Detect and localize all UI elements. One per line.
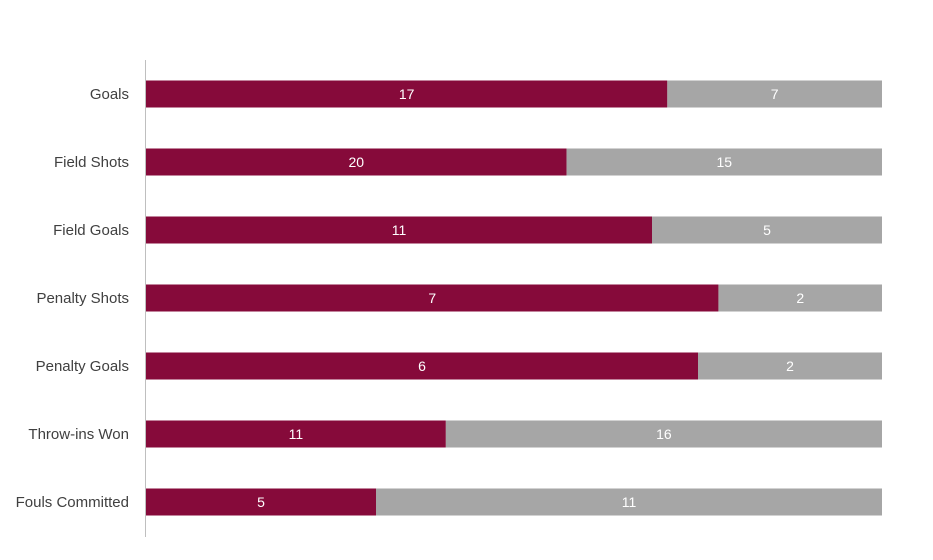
data-label: 11 — [392, 222, 407, 238]
data-label: 2 — [796, 290, 804, 306]
category-label: Fouls Committed — [16, 494, 129, 511]
data-label: 20 — [349, 154, 365, 170]
data-label: 6 — [418, 358, 426, 374]
data-label: 5 — [763, 222, 771, 238]
bar-segment — [146, 148, 567, 176]
category-label: Goals — [90, 86, 129, 103]
data-label: 15 — [717, 154, 733, 170]
bars-group: Goals 17 7 Field Shots 20 15 Field Goals 11 5 Pen… — [16, 80, 882, 516]
data-label: 11 — [622, 494, 637, 510]
category-label: Penalty Shots — [36, 290, 129, 307]
bar-segment — [718, 284, 882, 312]
data-label: 5 — [257, 494, 265, 510]
data-label: 11 — [289, 426, 304, 442]
bar-segment — [146, 80, 668, 108]
bar-segment — [566, 148, 882, 176]
bar-segment — [146, 216, 652, 244]
data-label: 17 — [399, 86, 415, 102]
bar-segment — [445, 420, 882, 448]
data-label: 2 — [786, 358, 794, 374]
data-label: 7 — [771, 86, 779, 102]
bar-segment — [376, 488, 882, 516]
category-label: Field Shots — [54, 154, 129, 171]
data-label: 7 — [428, 290, 436, 306]
bar-segment — [146, 352, 698, 380]
bar-segment — [146, 420, 446, 448]
bar-segment — [146, 284, 719, 312]
category-label: Penalty Goals — [36, 358, 129, 375]
bar-segment — [667, 80, 882, 108]
data-label: 16 — [656, 426, 672, 442]
bar-segment — [698, 352, 882, 380]
category-label: Throw-ins Won — [28, 426, 129, 443]
category-label: Field Goals — [53, 222, 129, 239]
bar-segment — [146, 488, 376, 516]
bar-segment — [652, 216, 882, 244]
